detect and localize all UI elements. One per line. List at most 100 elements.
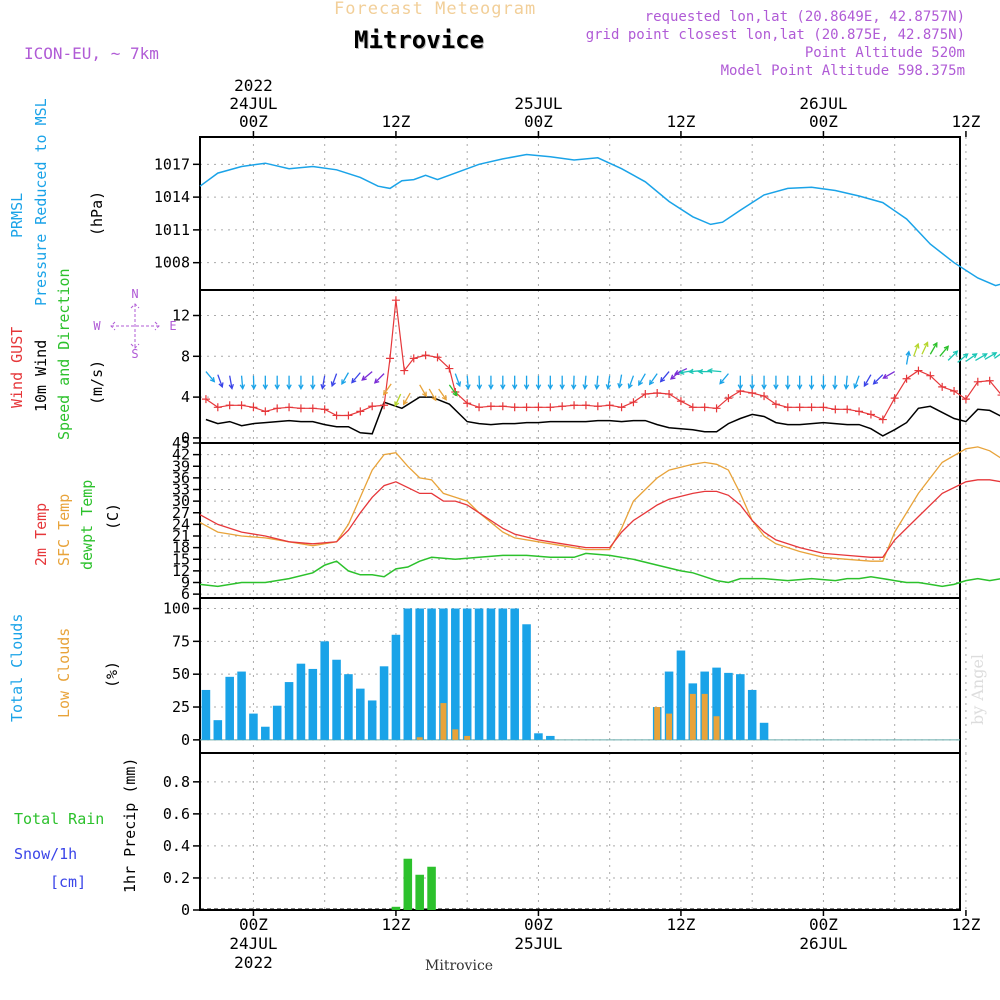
gust-marker (985, 376, 994, 385)
gust-marker (914, 366, 923, 375)
wind-direction-arrow (330, 373, 338, 388)
bottom-x-tick-label: 00Z (524, 915, 553, 934)
gust-marker (926, 371, 935, 380)
gust-marker (973, 377, 982, 386)
precip-ytick-label: 0.8 (163, 773, 190, 791)
wind-direction-arrow (707, 368, 722, 374)
wind-direction-arrow (310, 375, 316, 391)
wind10m-line (205, 396, 1000, 437)
gust-marker (581, 401, 590, 410)
wind-ytick-label: 4 (181, 388, 190, 406)
gust-marker (368, 402, 377, 411)
temperature-ytick-label: 39 (172, 457, 190, 475)
location-title: Mitrovice (354, 26, 485, 54)
wind-direction-arrow (719, 373, 729, 385)
top-x-tick-label: 24JUL (229, 94, 277, 113)
point-altitude: Point Altitude 520m (804, 45, 965, 61)
wind-direction-arrow (761, 375, 767, 391)
total-clouds-bar (522, 624, 531, 740)
gust-marker (380, 401, 389, 410)
snow-unit-label: [cm] (50, 873, 87, 891)
gust-marker (225, 401, 234, 410)
wind-direction-arrow (341, 372, 350, 386)
wind-direction-arrow (594, 375, 600, 390)
bottom-x-tick-label: 00Z (239, 915, 268, 934)
total-clouds-bar (403, 608, 413, 740)
gust-marker (320, 405, 329, 414)
gust-marker (760, 392, 769, 401)
total-clouds-bar (427, 608, 436, 740)
bottom-x-tick-label: 26JUL (799, 934, 847, 953)
total-clouds-bar (415, 608, 424, 740)
wind-direction-arrow (737, 375, 744, 391)
gust-marker (344, 411, 353, 420)
gust-marker (498, 402, 507, 411)
wind-direction-arrow (627, 375, 635, 390)
gust-marker (831, 405, 840, 414)
gust-marker (617, 403, 626, 412)
wind-direction-arrow (382, 383, 392, 396)
wind-direction-arrow (947, 350, 959, 361)
gust-marker (433, 353, 442, 362)
wind-direction-arrow (882, 371, 896, 379)
top-x-tick-label: 12Z (381, 112, 410, 131)
total-clouds-bar (201, 689, 211, 740)
gust-marker (938, 382, 947, 391)
low-clouds-bar (416, 737, 423, 740)
wind-direction-arrow (488, 375, 494, 391)
footer-location: Mitrovice (425, 958, 494, 974)
gust-marker (273, 404, 282, 413)
total-clouds-bar (367, 700, 377, 740)
gust-marker (400, 366, 409, 375)
gust-marker (688, 403, 697, 412)
wind-direction-arrow (965, 353, 978, 362)
wind-direction-arrow (448, 384, 458, 397)
gust-marker (308, 404, 317, 413)
wind-direction-arrow (843, 375, 850, 390)
wind-direction-arrow (773, 375, 779, 391)
gust-marker (201, 395, 210, 404)
wind-direction-arrow (796, 375, 803, 391)
gust-marker (558, 402, 567, 411)
total-clouds-bar (451, 608, 460, 740)
total-clouds-bar (439, 608, 448, 740)
gust-marker (748, 389, 757, 398)
wind-direction-arrow (863, 374, 872, 388)
wind-direction-arrow (394, 393, 402, 408)
clouds-ytick-label: 25 (172, 698, 190, 716)
top-x-tick-label: 12Z (951, 112, 980, 131)
wind-direction-arrow (832, 375, 838, 391)
t2m-line (199, 479, 1000, 558)
gust-marker (855, 407, 864, 416)
gust-marker (261, 407, 270, 416)
wind-direction-arrow (523, 375, 530, 391)
precip-ytick-label: 0.6 (163, 805, 190, 823)
gust-marker (593, 402, 602, 411)
precip-ytick-label: 0 (181, 901, 190, 919)
gust-marker (902, 374, 911, 383)
pressure-ytick-label: 1011 (154, 221, 190, 239)
clouds-ytick-label: 75 (172, 632, 190, 650)
gust-marker (700, 403, 709, 412)
gust-marker (486, 402, 495, 411)
gust-marker (296, 404, 305, 413)
gust-marker (249, 403, 258, 412)
gust-marker (676, 397, 685, 406)
pressure-ytick-label: 1008 (154, 254, 190, 272)
wind-direction-arrow (984, 352, 998, 360)
gust-marker (445, 364, 454, 373)
wind-direction-arrow (559, 375, 565, 391)
temperature-ytick-label: 6 (181, 585, 190, 603)
gust-marker (391, 296, 400, 305)
precip-ytick-label: 0.4 (163, 837, 190, 855)
wind-direction-arrow (617, 374, 623, 389)
clouds-ytick-label: 100 (163, 600, 190, 618)
temperature-ytick-label: 36 (172, 469, 190, 487)
gust-marker (237, 401, 246, 410)
wind-direction-arrow (274, 375, 280, 391)
pressure-line (199, 153, 1000, 287)
total-clouds-bar (225, 676, 234, 740)
compass-west: W (93, 319, 101, 333)
grid-point-lonlat: grid point closest lon,lat (20.875E, 42.… (585, 27, 965, 43)
rain-bar (403, 858, 413, 910)
